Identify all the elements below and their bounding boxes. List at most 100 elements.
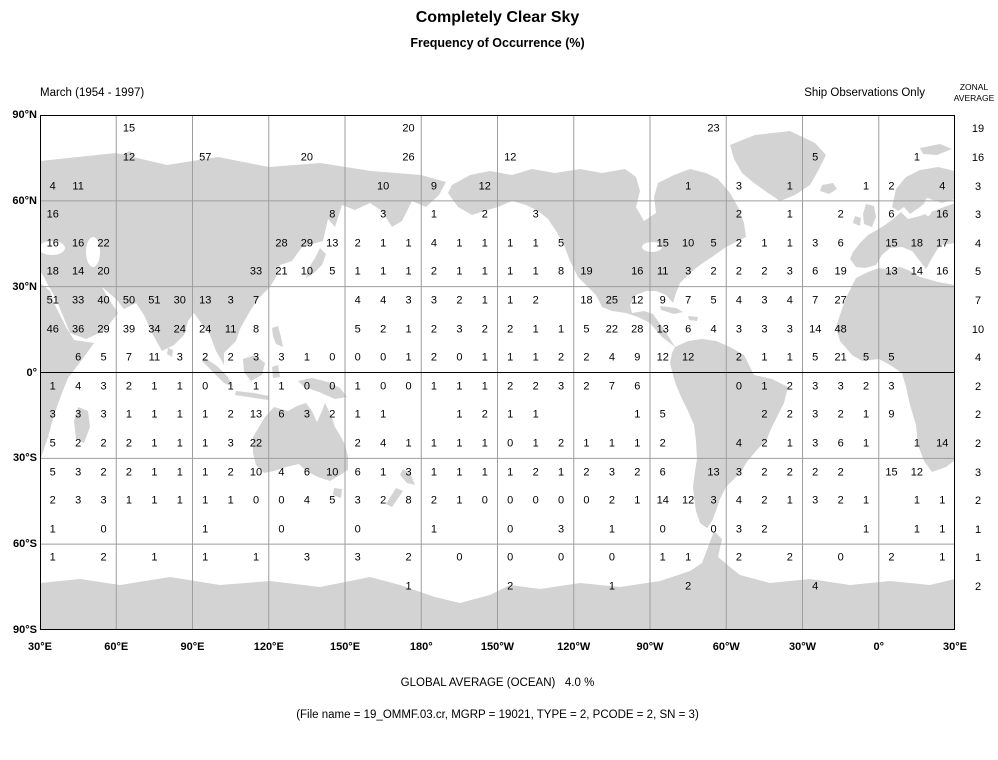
cell-value: 4 xyxy=(939,180,946,193)
chart-title: Completely Clear Sky xyxy=(415,9,580,26)
cell-value: 6 xyxy=(278,408,285,421)
zonal-average-value: 3 xyxy=(974,466,982,479)
zonal-average-value: 19 xyxy=(971,123,985,136)
cell-value: 3 xyxy=(710,494,717,507)
cell-value: 12 xyxy=(682,351,695,364)
map-gridlines xyxy=(40,115,955,630)
lon-label: 120°W xyxy=(557,641,591,653)
lon-label: 30°W xyxy=(788,641,817,653)
cell-value: 1 xyxy=(125,408,133,421)
cell-value: 14 xyxy=(936,437,949,450)
cell-value: 2 xyxy=(735,237,743,250)
cell-value: 15 xyxy=(885,237,898,250)
cell-value: 3 xyxy=(100,380,107,393)
cell-value: 1 xyxy=(786,180,793,193)
cell-value: 3 xyxy=(761,294,768,307)
cell-value: 5 xyxy=(583,323,590,336)
cell-value: 9 xyxy=(430,180,438,193)
cell-value: 1 xyxy=(913,494,920,507)
cell-value: 1 xyxy=(176,494,183,507)
cell-value: 0 xyxy=(507,437,514,450)
cell-value: 1 xyxy=(252,551,260,564)
cell-value: 5 xyxy=(354,323,361,336)
cell-value: 7 xyxy=(685,294,692,307)
cell-value: 12 xyxy=(682,494,695,507)
cell-value: 3 xyxy=(278,351,285,364)
cell-value: 1 xyxy=(557,466,565,479)
cell-value: 1 xyxy=(49,380,56,393)
cell-value: 20 xyxy=(300,151,313,164)
cell-value: 0 xyxy=(837,551,844,564)
cell-value: 1 xyxy=(430,523,438,536)
cell-value: 16 xyxy=(72,237,85,250)
cell-value: 3 xyxy=(75,494,82,507)
cell-value: 1 xyxy=(481,437,488,450)
cell-value: 1 xyxy=(354,408,361,421)
cell-value: 1 xyxy=(786,237,793,250)
cell-value: 0 xyxy=(202,380,209,393)
cell-value: 1 xyxy=(507,294,514,307)
cell-value: 3 xyxy=(735,180,743,193)
cell-value: 22 xyxy=(605,323,618,336)
cell-value: 2 xyxy=(125,380,133,393)
cell-value: 1 xyxy=(786,351,793,364)
cell-value: 2 xyxy=(227,466,234,479)
cell-value: 6 xyxy=(685,323,692,336)
cell-value: 36 xyxy=(72,323,85,336)
cell-value: 5 xyxy=(557,237,565,250)
cell-value: 21 xyxy=(834,351,847,364)
cell-value: 2 xyxy=(329,408,336,421)
cell-value: 14 xyxy=(809,323,822,336)
cell-value: 2 xyxy=(430,494,438,507)
cell-value: 1 xyxy=(786,208,793,221)
cell-value: 1 xyxy=(481,294,488,307)
cell-value: 1 xyxy=(583,437,590,450)
cell-value: 1 xyxy=(532,323,539,336)
cell-value: 0 xyxy=(380,380,387,393)
cell-value: 15 xyxy=(885,466,898,479)
cell-value: 2 xyxy=(761,437,768,450)
cell-value: 2 xyxy=(481,323,488,336)
lat-label: 90°S xyxy=(13,624,37,636)
lon-label: 30°E xyxy=(943,641,967,653)
cell-value: 13 xyxy=(326,237,339,250)
cell-value: 3 xyxy=(812,408,819,421)
cell-value: 24 xyxy=(199,323,212,336)
zonal-average-value: 2 xyxy=(974,581,982,594)
cell-value: 2 xyxy=(888,180,895,193)
cell-value: 16 xyxy=(46,208,59,221)
cell-value: 2 xyxy=(507,380,514,393)
global-average-label: GLOBAL AVERAGE (OCEAN) 4.0 % xyxy=(400,677,595,689)
cell-value: 0 xyxy=(329,380,336,393)
landmass-cuba xyxy=(660,306,683,314)
cell-value: 1 xyxy=(456,265,463,278)
cell-value: 1 xyxy=(405,580,412,593)
zonal-average-value: 1 xyxy=(974,552,982,565)
cell-value: 2 xyxy=(812,466,819,479)
cell-value: 3 xyxy=(532,208,539,221)
cell-value: 3 xyxy=(100,408,107,421)
caspian-sea xyxy=(86,237,100,267)
cell-value: 3 xyxy=(100,494,107,507)
cell-value: 2 xyxy=(837,494,844,507)
cell-value: 1 xyxy=(532,437,539,450)
cell-value: 2 xyxy=(532,466,539,479)
cell-value: 26 xyxy=(402,151,415,164)
cell-value: 3 xyxy=(812,494,819,507)
cell-value: 11 xyxy=(148,351,161,364)
cell-value: 1 xyxy=(405,237,412,250)
landmass-new-zealand-south xyxy=(386,488,403,507)
zonal-average-value: 4 xyxy=(974,352,982,365)
landmass-africa-east xyxy=(40,283,94,460)
cell-value: 1 xyxy=(380,466,387,479)
cell-value: 1 xyxy=(786,437,793,450)
cell-value: 1 xyxy=(456,466,463,479)
cell-value: 2 xyxy=(761,466,768,479)
cell-value: 1 xyxy=(430,208,438,221)
cell-value: 11 xyxy=(224,323,237,336)
cell-value: 1 xyxy=(634,494,641,507)
lon-label: 180° xyxy=(409,641,433,653)
landmass-borneo xyxy=(243,355,265,381)
cell-value: 4 xyxy=(735,437,743,450)
